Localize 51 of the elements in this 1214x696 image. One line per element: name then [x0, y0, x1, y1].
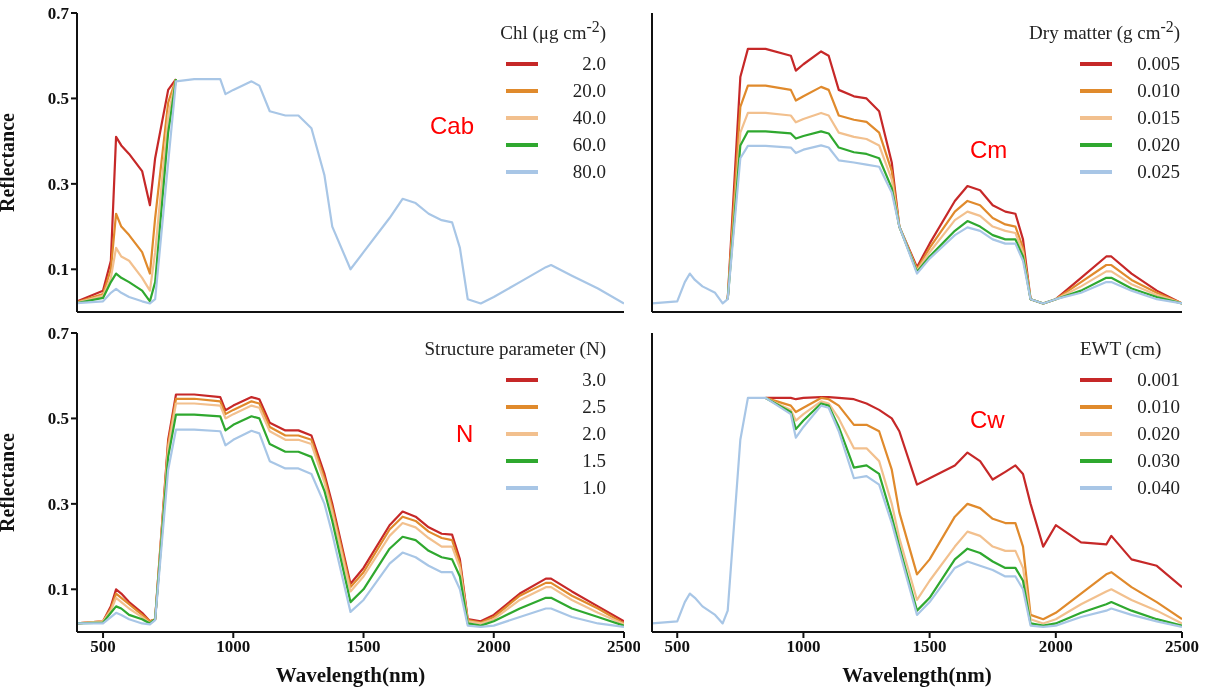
x-tick-label: 1000: [216, 637, 251, 657]
legend-label: 0.005: [1136, 52, 1180, 75]
legend-label: 20.0: [571, 79, 606, 102]
legend-label: 80.0: [571, 160, 606, 183]
annotation: Cab: [430, 112, 475, 140]
x-axis-title: Wavelength(nm): [842, 663, 992, 687]
legend-label: 2.0: [581, 52, 606, 75]
y-tick-label: 0.5: [47, 89, 69, 109]
legend-title: EWT (cm): [1080, 338, 1163, 360]
annotation: N: [456, 420, 474, 448]
legend-label: 0.025: [1136, 160, 1180, 183]
y-axis-title: Reflectance: [0, 432, 19, 532]
legend-label: 1.0: [581, 476, 606, 499]
legend-label: 0.010: [1136, 395, 1180, 418]
y-tick-label: 0.3: [47, 494, 69, 514]
x-tick-label: 2000: [1038, 637, 1073, 657]
x-tick-label: 500: [90, 637, 116, 657]
legend-label: 0.030: [1136, 449, 1180, 472]
legend-label: 0.020: [1136, 422, 1180, 445]
legend-title: Chl (μg cm$^{-2}$): [500, 18, 606, 45]
y-tick-label: 0.5: [47, 409, 69, 429]
y-axis-title: Reflectance: [0, 112, 19, 212]
legend-label: 3.0: [581, 368, 606, 391]
legend-label: 0.040: [1136, 476, 1180, 499]
y-tick-label: 0.1: [47, 580, 69, 600]
x-tick-label: 2500: [1165, 637, 1199, 657]
y-tick-label: 0.3: [47, 174, 69, 194]
x-tick-label: 2500: [607, 637, 641, 657]
x-tick-label: 2000: [476, 637, 511, 657]
legend-label: 60.0: [571, 133, 606, 156]
x-tick-label: 1500: [346, 637, 381, 657]
legend-label: 0.010: [1136, 79, 1180, 102]
legend-label: 0.015: [1136, 106, 1180, 129]
legend-label: 2.5: [581, 395, 606, 418]
legend-label: 40.0: [571, 106, 606, 129]
legend-title: Structure parameter (N): [424, 338, 606, 360]
y-tick-label: 0.1: [47, 260, 69, 280]
legend-label: 1.5: [581, 449, 606, 472]
y-tick-label: 0.7: [47, 4, 70, 24]
x-tick-label: 500: [664, 637, 690, 657]
legend-label: 0.020: [1136, 133, 1180, 156]
annotation: Cw: [970, 406, 1005, 434]
x-tick-label: 1000: [786, 637, 821, 657]
legend-title: Dry matter (g cm$^{-2}$): [1029, 18, 1180, 45]
x-tick-label: 1500: [912, 637, 947, 657]
legend-label: 2.0: [581, 422, 606, 445]
y-tick-label: 0.7: [47, 324, 70, 344]
x-axis-title: Wavelength(nm): [275, 663, 426, 687]
line-series: [77, 78, 624, 305]
annotation: Cm: [970, 136, 1008, 164]
legend-label: 0.001: [1136, 368, 1180, 391]
